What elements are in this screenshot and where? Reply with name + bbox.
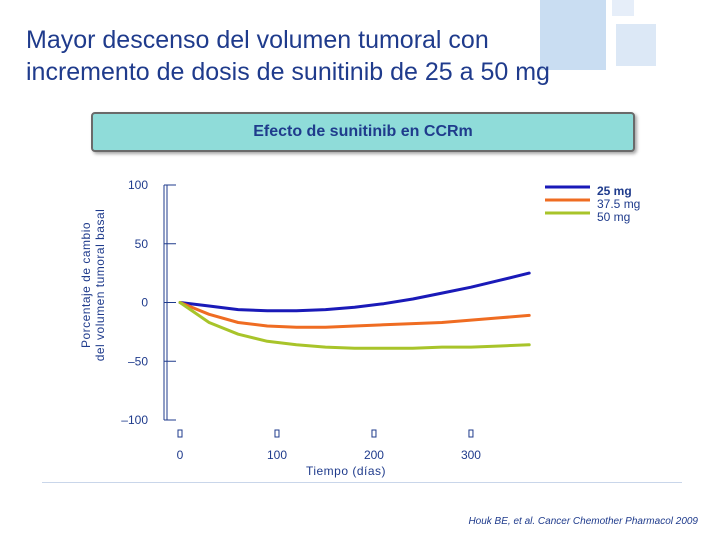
y-tick-label-2: 0 [141, 296, 148, 310]
x-tick-2 [371, 429, 377, 438]
decorative-square-large [540, 0, 606, 70]
x-tick-label-1: 100 [267, 448, 287, 462]
x-tick-0 [177, 429, 183, 438]
series-line-37-5-mg [178, 301, 531, 329]
legend-label-2: 50 mg [597, 210, 630, 224]
chart-banner: Efecto de sunitinib en CCRm [91, 112, 635, 152]
y-tick-label-0: 100 [128, 178, 148, 192]
x-axis-label: Tiempo (días) [306, 464, 386, 478]
page-title: Mayor descenso del volumen tumoral con i… [26, 24, 686, 88]
footer-divider [42, 482, 682, 483]
y-tick-label-1: 50 [135, 237, 149, 251]
series-line-25-mg [178, 271, 531, 313]
legend-label-0: 25 mg [597, 184, 632, 198]
decorative-square-small [616, 24, 656, 66]
x-tick-1 [274, 429, 280, 438]
citation: Houk BE, et al. Cancer Chemother Pharmac… [468, 516, 698, 527]
x-tick-3 [468, 429, 474, 438]
series-line-50-mg [178, 301, 531, 350]
title-line-2: incremento de dosis de sunitinib de 25 a… [26, 58, 550, 86]
legend-label-1: 37.5 mg [597, 197, 640, 211]
x-tick-label-3: 300 [461, 448, 481, 462]
y-tick-label-4: –100 [121, 413, 148, 427]
x-tick-label-2: 200 [364, 448, 384, 462]
y-tick-label-3: –50 [128, 354, 148, 368]
chart-banner-label: Efecto de sunitinib en CCRm [253, 123, 473, 140]
decorative-square-tiny [612, 0, 634, 16]
title-line-1: Mayor descenso del volumen tumoral con [26, 26, 489, 54]
x-tick-label-0: 0 [177, 448, 184, 462]
